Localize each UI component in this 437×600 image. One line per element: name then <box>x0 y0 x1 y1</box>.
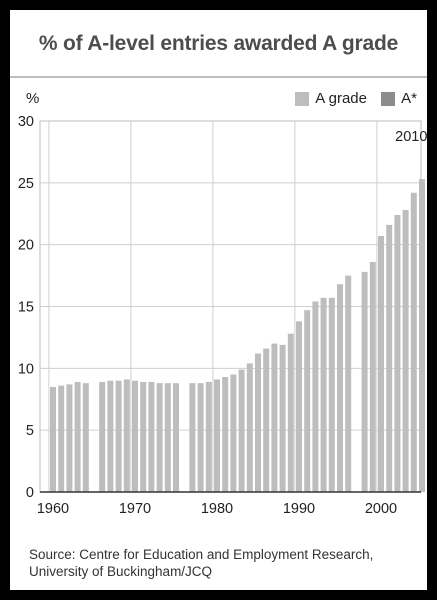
bar-a-grade <box>304 310 311 492</box>
x-tick-label: 2000 <box>365 501 397 517</box>
y-tick-label: 10 <box>18 361 34 377</box>
bar-a-grade <box>50 386 56 492</box>
bar-a-grade <box>419 179 425 492</box>
y-tick-label: 30 <box>18 114 34 130</box>
bar-a-grade <box>255 353 261 492</box>
bar-a-grade <box>263 348 270 492</box>
y-tick-label: 20 <box>18 238 34 254</box>
bar-a-grade <box>410 192 417 492</box>
bar-a-grade <box>361 271 368 492</box>
legend-label-a-grade: A grade <box>315 90 367 107</box>
bar-a-grade <box>238 369 245 492</box>
legend-item-a-grade: A grade <box>295 90 367 107</box>
bar-a-grade <box>107 380 114 492</box>
bar-a-grade <box>312 301 319 492</box>
bar-chart: 0 5 10 15 20 25 30 1960 1970 1980 1990 2000 2010 <box>18 114 427 517</box>
bar-a-grade <box>369 261 376 492</box>
bar-a-grade <box>246 363 253 492</box>
legend-item-a-star: A* <box>381 90 417 107</box>
bar-a-grade <box>205 381 212 492</box>
annotation-2010: 2010 <box>395 129 427 145</box>
bar-a-grade <box>140 381 147 492</box>
source-line-1: Source: Centre for Education and Employm… <box>29 547 374 562</box>
bar-a-grade <box>99 381 106 492</box>
chart-title: % of A-level entries awarded A grade <box>38 32 399 55</box>
legend-swatch-a-star <box>381 91 396 106</box>
bar-a-grade <box>287 333 294 492</box>
bar-a-grade <box>82 383 89 492</box>
bar-a-grade <box>173 383 179 492</box>
legend-swatch-a-grade <box>295 91 310 106</box>
bar-a-grade <box>164 383 171 492</box>
bar-a-grade <box>230 374 237 492</box>
bar-a-grade <box>189 383 196 492</box>
x-tick-label: 1990 <box>283 501 315 517</box>
bar-a-grade <box>402 210 409 493</box>
y-axis-unit: % <box>26 90 40 107</box>
source-note: Source: Centre for Education and Employm… <box>29 546 373 580</box>
bar-a-grade <box>214 379 220 492</box>
bar-a-grade <box>320 297 327 492</box>
bar-a-grade <box>148 381 155 492</box>
bar-a-grade <box>328 297 335 492</box>
source-line-2: University of Buckingham/JCQ <box>29 564 213 579</box>
bar-a-grade <box>132 380 138 492</box>
legend-label-a-star: A* <box>401 90 417 107</box>
x-tick-label: 1970 <box>119 501 151 517</box>
y-tick-label: 25 <box>18 176 34 192</box>
title-divider <box>10 76 427 78</box>
x-tick-label: 1980 <box>201 501 233 517</box>
bar-a-grade <box>271 343 278 492</box>
bar-a-grade <box>378 236 384 492</box>
x-tick-label: 1960 <box>37 501 69 517</box>
bar-a-grade <box>279 344 286 492</box>
y-tick-label: 0 <box>26 485 34 501</box>
bar-a-grade <box>123 379 130 492</box>
bar-a-grade <box>394 214 401 492</box>
bar-a-grade <box>197 383 204 492</box>
bar-a-grade <box>156 383 163 492</box>
bar-a-grade <box>386 224 393 492</box>
bar-a-grade <box>345 275 352 492</box>
legend: A grade A* <box>285 90 417 110</box>
y-tick-label: 5 <box>26 423 34 439</box>
bar-a-grade <box>222 376 229 492</box>
bar-a-grade <box>337 284 343 492</box>
y-tick-label: 15 <box>18 300 34 316</box>
chart-card: % of A-level entries awarded A grade % A… <box>10 10 427 590</box>
bar-a-grade <box>58 385 65 492</box>
bar-a-grade <box>296 321 302 492</box>
bar-a-grade <box>74 381 81 492</box>
bar-a-grade <box>115 380 122 492</box>
bar-a-grade <box>66 384 73 492</box>
